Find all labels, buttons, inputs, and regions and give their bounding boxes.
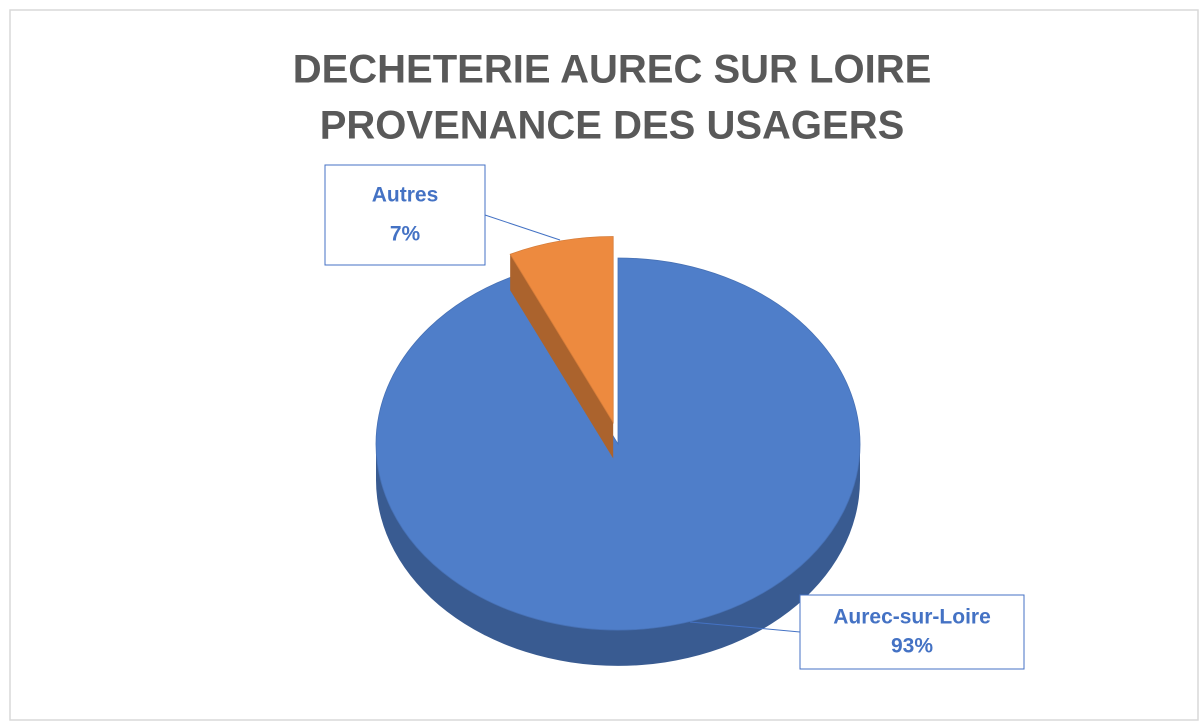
data-label-value: 93%	[891, 634, 933, 657]
data-label-box	[799, 594, 1025, 670]
chart-title: PROVENANCE DES USAGERS	[320, 104, 905, 148]
leader-line	[689, 621, 801, 633]
slice	[375, 257, 861, 631]
data-label-value: 7%	[390, 223, 421, 246]
slice-side	[376, 444, 860, 666]
data-label-category: Aurec-sur-Loire	[833, 605, 991, 628]
chart-title: DECHETERIE AUREC SUR LOIRE	[293, 48, 932, 92]
slice	[509, 236, 614, 424]
leader-line	[484, 214, 561, 241]
data-label-category: Autres	[372, 184, 439, 207]
data-label-box	[324, 164, 486, 266]
slice-edge	[510, 254, 614, 459]
